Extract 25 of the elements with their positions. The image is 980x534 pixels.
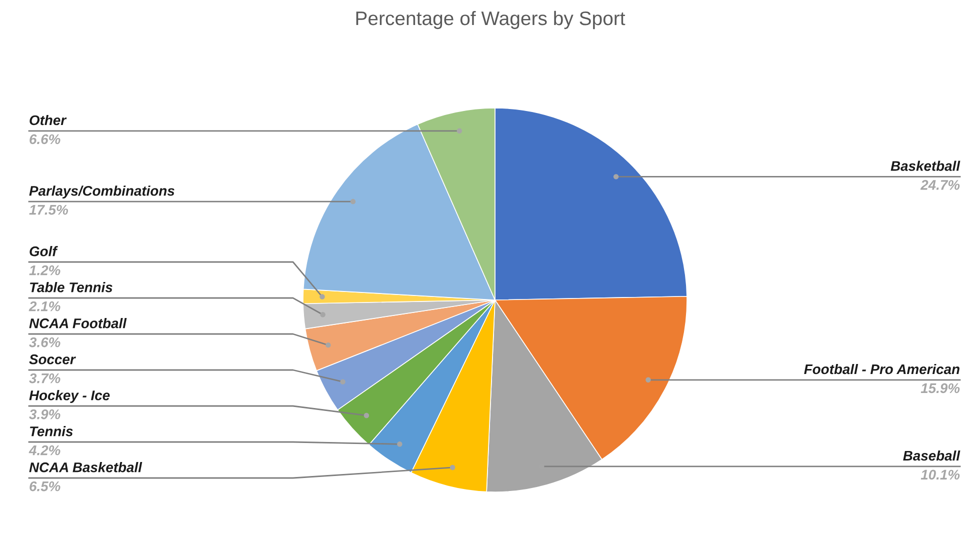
data-label: 6.5% (30, 481, 60, 492)
slice-label: Hockey - Ice (29, 390, 110, 403)
data-label: 3.6% (29, 337, 60, 348)
slice-label: NCAA Basketball (29, 462, 142, 472)
slice-label: NCAA Football (29, 318, 127, 328)
data-label: 2.1% (28, 301, 60, 312)
slice-label: Table Tennis (30, 282, 112, 292)
slice-label: Basketball (890, 160, 960, 171)
data-label: 17.5% (29, 204, 68, 215)
slice-label: Other (30, 114, 67, 126)
slice-label: Tennis (30, 426, 73, 436)
data-label: 6.6% (30, 134, 60, 144)
data-label: 4.2% (28, 445, 60, 456)
slice-label: Parlays/Combinations (29, 186, 174, 199)
slice-label: Baseball (903, 450, 960, 461)
slice-label: Golf (30, 246, 58, 256)
data-label: 1.2% (29, 265, 60, 276)
data-label: 3.7% (29, 373, 60, 384)
data-label: 15.9% (920, 383, 960, 394)
data-label: 24.7% (920, 180, 960, 190)
slice-label: Soccer (29, 354, 76, 364)
data-label: 3.9% (29, 409, 60, 420)
slice-label: Football - Pro American (804, 364, 960, 374)
data-label: 10.1% (920, 470, 960, 480)
chart-title: Percentage of Wagers by Sport (356, 10, 626, 30)
